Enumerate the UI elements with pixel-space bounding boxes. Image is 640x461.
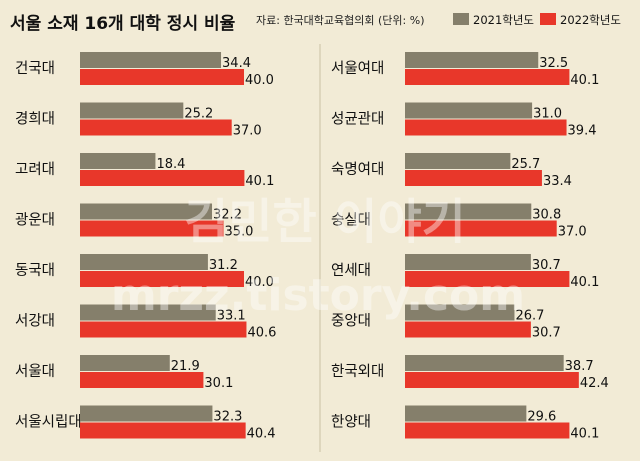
category-label: 건국대 bbox=[15, 60, 55, 77]
data-label: 30.7 bbox=[532, 258, 561, 273]
category-label: 서강대 bbox=[15, 313, 55, 330]
legend-swatch-2022 bbox=[540, 13, 556, 25]
data-label: 37.0 bbox=[558, 225, 587, 240]
category-label: 동국대 bbox=[15, 262, 55, 279]
category-label: 숭실대 bbox=[331, 212, 371, 229]
data-label: 26.7 bbox=[515, 309, 544, 324]
category-label: 연세대 bbox=[331, 262, 371, 279]
legend: 2021학년도 2022학년도 bbox=[453, 13, 621, 27]
category-label: 서울대 bbox=[15, 363, 55, 380]
data-label: 40.1 bbox=[570, 427, 599, 442]
data-label: 38.7 bbox=[565, 359, 594, 374]
data-label: 40.0 bbox=[245, 275, 274, 290]
category-label: 고려대 bbox=[15, 161, 55, 178]
bar-2021 bbox=[405, 203, 532, 220]
legend-label-2021: 2021학년도 bbox=[473, 13, 534, 27]
data-label: 25.7 bbox=[511, 157, 540, 172]
data-label: 30.7 bbox=[532, 326, 561, 341]
data-label: 40.1 bbox=[245, 174, 274, 189]
data-label: 21.9 bbox=[171, 359, 200, 374]
watermark-text-korean: 김민한 이야기 bbox=[184, 194, 466, 250]
category-label: 한양대 bbox=[331, 414, 371, 431]
bar-2021 bbox=[405, 102, 533, 119]
bar-2021 bbox=[80, 203, 213, 220]
data-label: 33.1 bbox=[217, 309, 246, 324]
bar-2022 bbox=[80, 271, 244, 287]
category-label: 서울여대 bbox=[331, 60, 384, 77]
data-label: 32.3 bbox=[213, 410, 242, 425]
bar-2021 bbox=[405, 304, 515, 321]
bar-2022 bbox=[405, 220, 557, 237]
category-label: 서울시립대 bbox=[15, 414, 82, 431]
data-label: 18.4 bbox=[156, 157, 185, 172]
data-label: 33.4 bbox=[543, 174, 572, 189]
bar-2022 bbox=[405, 170, 542, 186]
bar-2021 bbox=[80, 254, 208, 270]
bar-2021 bbox=[80, 405, 213, 422]
legend-label-2022: 2022학년도 bbox=[560, 13, 621, 27]
category-label: 중앙대 bbox=[331, 313, 371, 330]
category-label: 숙명여대 bbox=[331, 161, 384, 178]
bar-2022 bbox=[80, 422, 246, 439]
data-label: 32.2 bbox=[213, 208, 242, 223]
bar-2022 bbox=[405, 422, 570, 439]
bar-2021 bbox=[405, 52, 539, 68]
bar-2021 bbox=[80, 102, 184, 119]
category-label: 성균관대 bbox=[331, 111, 384, 128]
bar-2021 bbox=[405, 405, 527, 422]
bar-2021 bbox=[405, 254, 531, 270]
chart-title: 서울 소재 16개 대학 정시 비율 bbox=[10, 14, 236, 34]
bar-2021 bbox=[80, 52, 222, 68]
watermark: 김민한 이야기 mrzz.tistory.com bbox=[111, 194, 525, 321]
bar-2022 bbox=[80, 119, 232, 136]
bar-2022 bbox=[405, 119, 567, 136]
bar-2022 bbox=[80, 220, 224, 237]
bar-2022 bbox=[405, 271, 570, 287]
bar-2022 bbox=[80, 372, 204, 388]
category-label: 한국외대 bbox=[331, 363, 384, 380]
plot-area: 건국대 34.4 40.0 경희대 25.2 37.0 고려대 18.4 40.1 광운대 32.2… bbox=[15, 52, 609, 442]
data-label: 29.6 bbox=[527, 410, 556, 425]
data-label: 31.0 bbox=[533, 107, 562, 122]
category-label: 경희대 bbox=[15, 111, 55, 128]
data-label: 37.0 bbox=[233, 124, 262, 139]
data-label: 30.1 bbox=[204, 376, 233, 391]
data-label: 40.0 bbox=[245, 73, 274, 88]
data-label: 31.2 bbox=[209, 258, 238, 273]
bar-2021 bbox=[80, 355, 170, 371]
data-label: 30.8 bbox=[532, 208, 561, 223]
bar-2022 bbox=[405, 69, 570, 85]
chart-source: 자료: 한국대학교육협의회 (단위: %) bbox=[256, 14, 425, 27]
data-label: 40.6 bbox=[247, 326, 276, 341]
bar-2021 bbox=[405, 355, 564, 371]
bar-2021 bbox=[80, 304, 216, 321]
bar-2022 bbox=[80, 321, 247, 338]
data-label: 42.4 bbox=[580, 376, 609, 391]
data-label: 25.2 bbox=[184, 107, 213, 122]
category-label: 광운대 bbox=[15, 212, 55, 229]
data-label: 40.4 bbox=[247, 427, 276, 442]
watermark-text-url: mrzz.tistory.com bbox=[111, 270, 525, 321]
data-label: 35.0 bbox=[225, 225, 254, 240]
data-label: 40.1 bbox=[570, 275, 599, 290]
data-label: 40.1 bbox=[570, 73, 599, 88]
bar-2021 bbox=[405, 153, 511, 169]
bar-2022 bbox=[405, 372, 579, 388]
bar-2022 bbox=[405, 321, 531, 338]
data-label: 34.4 bbox=[222, 56, 251, 71]
bar-2022 bbox=[80, 69, 244, 85]
data-label: 39.4 bbox=[568, 124, 597, 139]
bar-2021 bbox=[80, 153, 156, 169]
data-label: 32.5 bbox=[539, 56, 568, 71]
bar-2022 bbox=[80, 170, 245, 186]
legend-swatch-2021 bbox=[453, 13, 469, 25]
